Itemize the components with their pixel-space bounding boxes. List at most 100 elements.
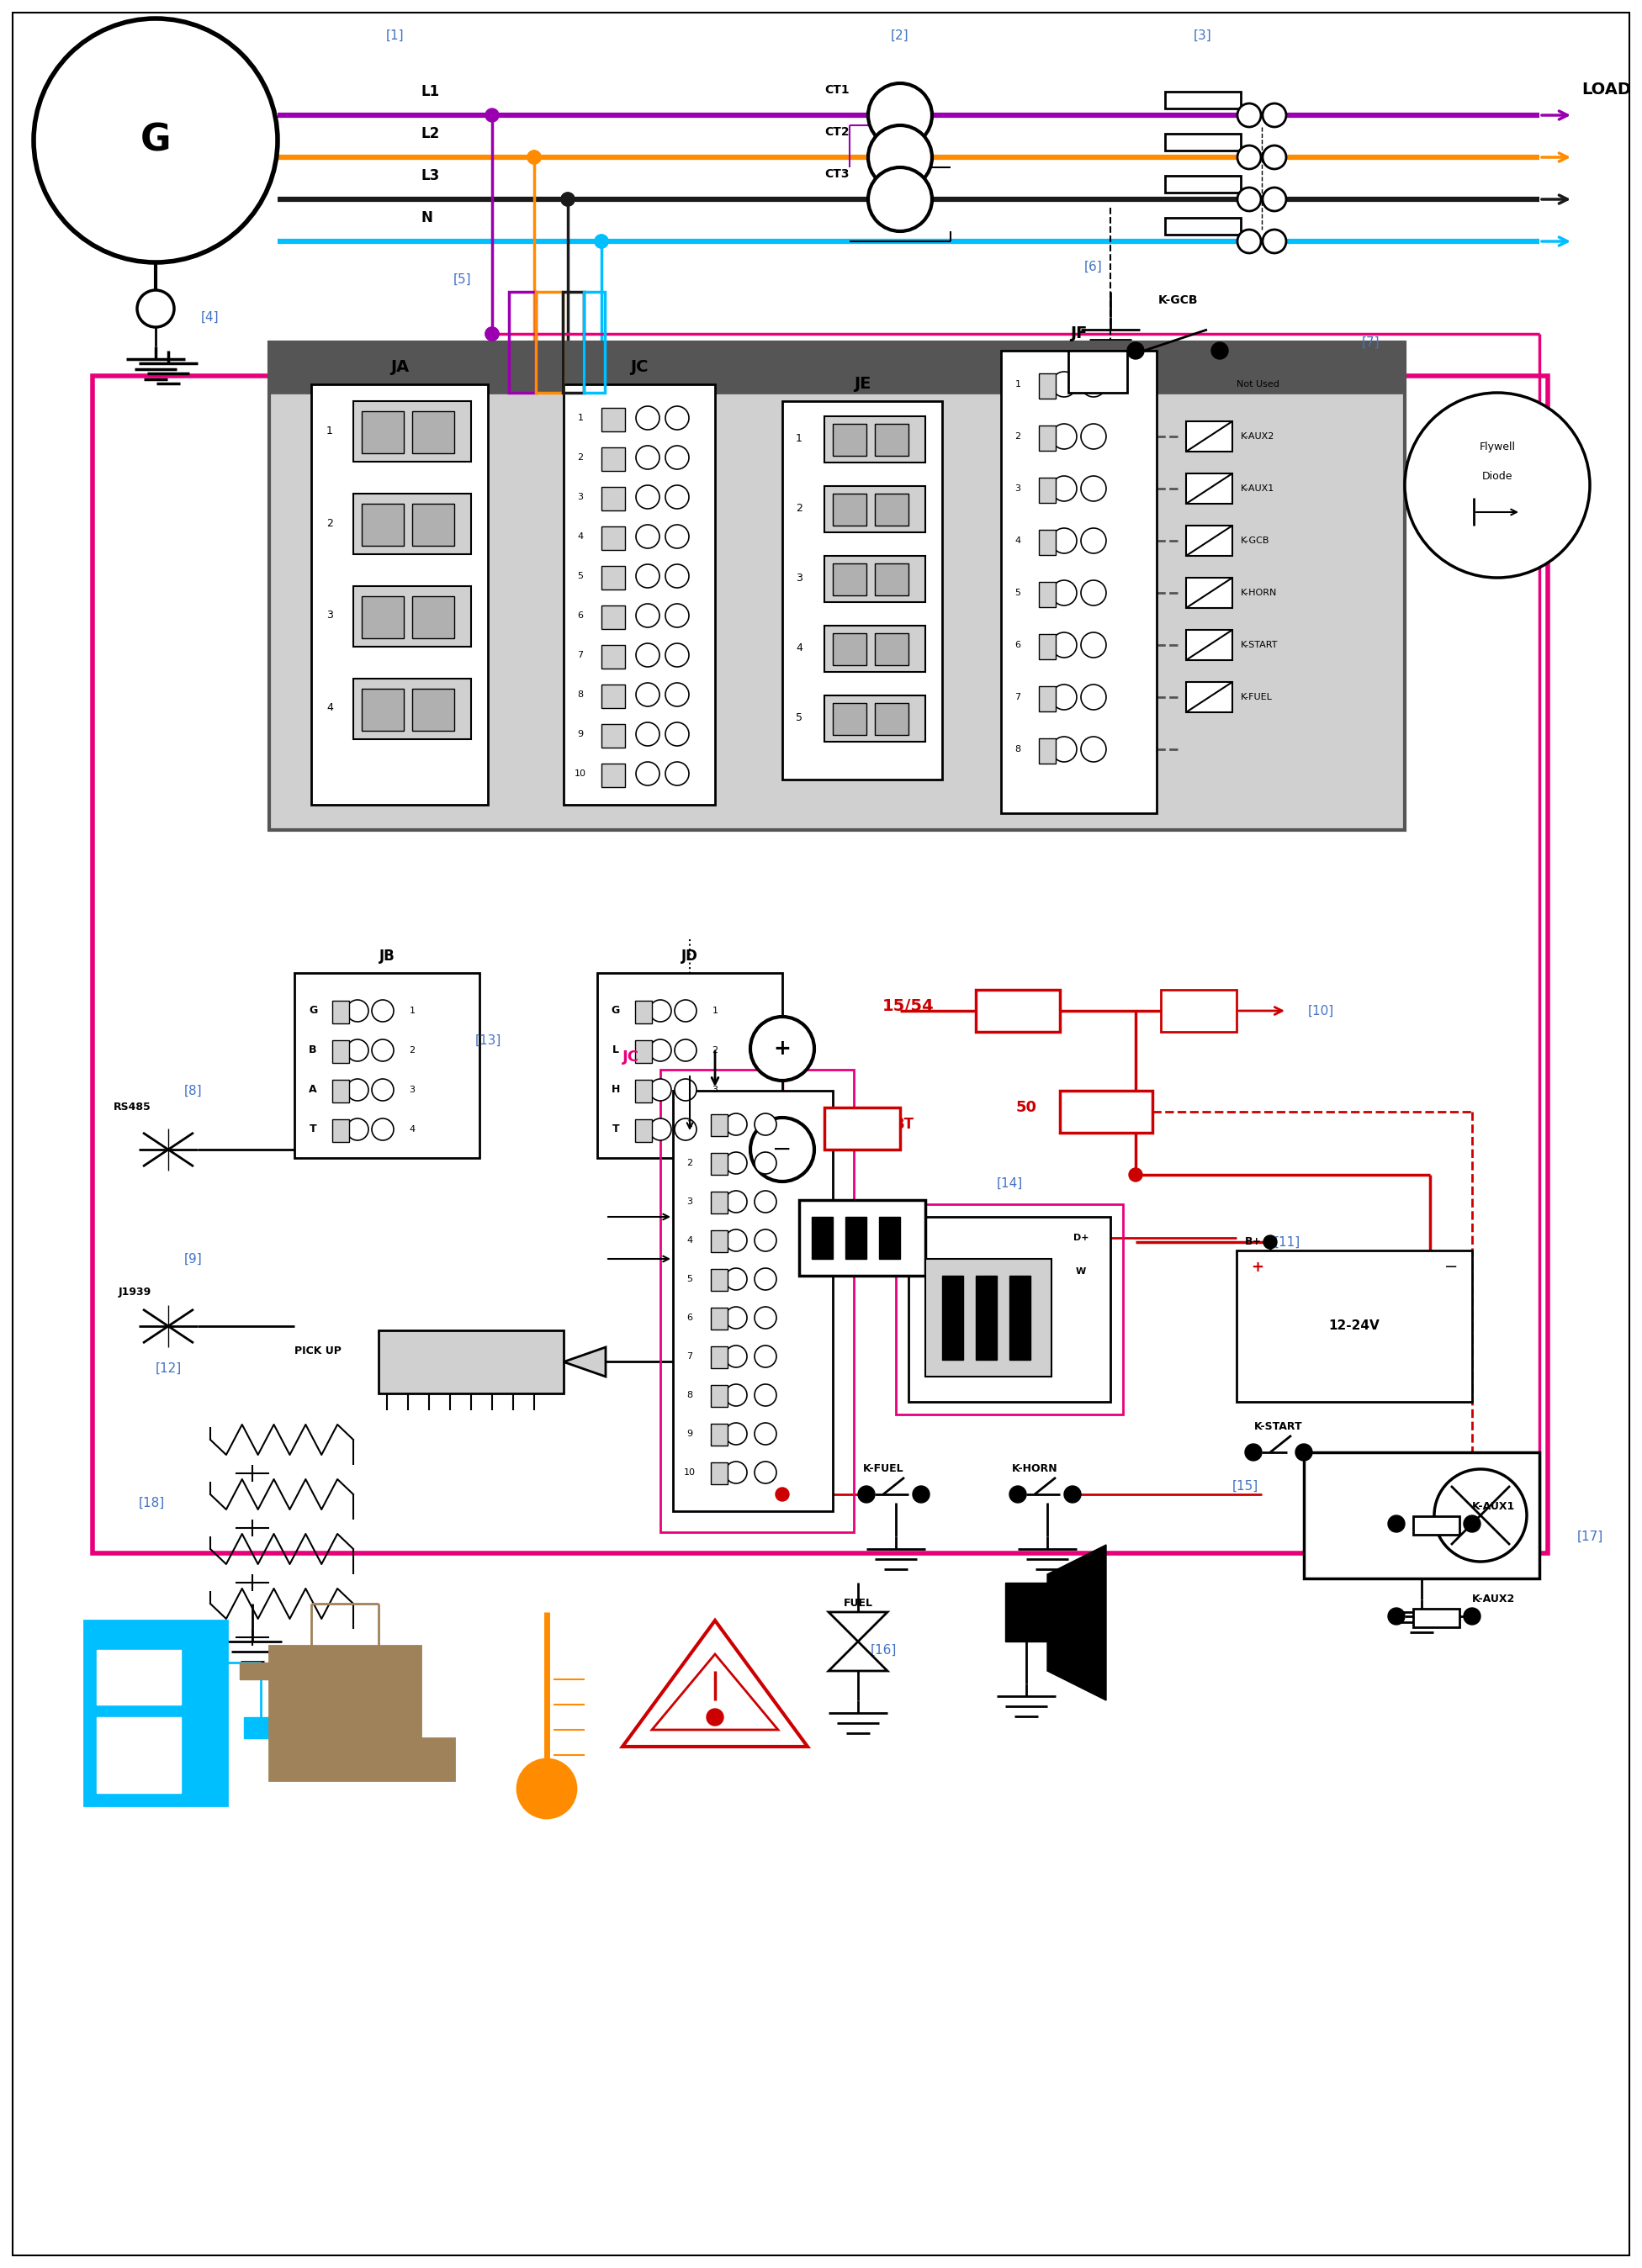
Text: [6]: [6] <box>1084 261 1103 272</box>
Circle shape <box>665 565 690 587</box>
Text: CT1: CT1 <box>824 84 849 95</box>
Circle shape <box>649 1000 672 1023</box>
Circle shape <box>1238 145 1261 170</box>
Text: CT2: CT2 <box>824 127 849 138</box>
Bar <box>824 556 926 601</box>
Bar <box>332 1041 350 1064</box>
Circle shape <box>649 1080 672 1100</box>
Circle shape <box>1080 372 1107 397</box>
Bar <box>361 503 404 547</box>
Text: D+: D+ <box>1074 1234 1089 1243</box>
Text: 10: 10 <box>575 769 586 778</box>
Text: [18]: [18] <box>138 1497 164 1508</box>
Text: LOAD: LOAD <box>1581 82 1631 98</box>
Bar <box>601 606 626 628</box>
Bar <box>711 1309 727 1329</box>
Text: Flywell: Flywell <box>1479 442 1516 454</box>
Bar <box>601 644 626 669</box>
Bar <box>412 689 455 730</box>
Text: [1]: [1] <box>386 29 404 41</box>
Bar <box>824 696 926 742</box>
Circle shape <box>33 18 277 263</box>
Bar <box>1069 352 1126 392</box>
Bar <box>1166 175 1241 193</box>
Bar <box>379 1331 563 1393</box>
Circle shape <box>1433 1470 1527 1563</box>
Text: 2: 2 <box>409 1046 415 1055</box>
Bar <box>1166 91 1241 109</box>
Text: [7]: [7] <box>1363 336 1381 349</box>
Polygon shape <box>269 1647 455 1780</box>
Bar <box>800 1200 926 1275</box>
Circle shape <box>1051 685 1077 710</box>
Bar <box>811 1218 832 1259</box>
Circle shape <box>665 447 690 469</box>
Circle shape <box>665 683 690 705</box>
Bar <box>1186 474 1233 503</box>
Bar <box>1186 422 1233 451</box>
Bar <box>711 1270 727 1290</box>
Bar <box>875 562 908 596</box>
Text: 3: 3 <box>713 1086 718 1093</box>
Text: 9: 9 <box>686 1429 693 1438</box>
Bar <box>832 494 867 526</box>
Circle shape <box>755 1268 777 1290</box>
Circle shape <box>726 1114 747 1136</box>
Circle shape <box>755 1383 777 1406</box>
Circle shape <box>1463 1515 1481 1533</box>
Text: CT3: CT3 <box>824 168 849 179</box>
Text: 3: 3 <box>796 574 803 585</box>
Text: 5: 5 <box>686 1275 693 1284</box>
Circle shape <box>1051 633 1077 658</box>
Circle shape <box>346 1039 368 1061</box>
Text: J1939: J1939 <box>118 1286 151 1297</box>
Text: JE: JE <box>854 376 870 392</box>
Circle shape <box>726 1268 747 1290</box>
Text: H: H <box>611 1084 621 1095</box>
Bar <box>361 596 404 637</box>
Bar <box>601 723 626 748</box>
Circle shape <box>706 1708 724 1726</box>
Circle shape <box>869 125 933 188</box>
Text: 3: 3 <box>686 1198 693 1207</box>
Bar <box>1186 683 1233 712</box>
Bar <box>92 376 1548 1554</box>
Bar <box>711 1347 727 1368</box>
Circle shape <box>1051 424 1077 449</box>
Circle shape <box>665 406 690 429</box>
Bar <box>1039 531 1056 556</box>
Bar <box>975 1275 997 1361</box>
Circle shape <box>726 1306 747 1329</box>
Bar <box>332 1000 350 1023</box>
Text: B: B <box>309 1046 317 1057</box>
Text: PICK UP: PICK UP <box>294 1345 342 1356</box>
Text: L1: L1 <box>420 84 438 100</box>
Bar <box>1304 1452 1540 1579</box>
Text: K-FUEL: K-FUEL <box>1241 694 1273 701</box>
Text: 8: 8 <box>1015 746 1021 753</box>
Text: A: A <box>309 1084 317 1095</box>
Text: [15]: [15] <box>1232 1479 1258 1492</box>
Bar <box>1166 134 1241 150</box>
Text: K-GCB: K-GCB <box>1241 538 1269 544</box>
Circle shape <box>635 644 660 667</box>
Bar <box>832 424 867 456</box>
Bar <box>926 1259 1051 1377</box>
Circle shape <box>635 406 660 429</box>
Circle shape <box>371 1000 394 1023</box>
Text: [10]: [10] <box>1307 1005 1333 1016</box>
Text: 2: 2 <box>713 1046 718 1055</box>
Polygon shape <box>829 1642 887 1672</box>
Bar <box>1039 583 1056 608</box>
Text: N: N <box>420 211 432 225</box>
Circle shape <box>755 1229 777 1252</box>
Circle shape <box>635 524 660 549</box>
Bar <box>353 401 471 463</box>
Bar <box>711 1463 727 1483</box>
Bar <box>1039 374 1056 399</box>
Circle shape <box>517 1760 576 1819</box>
Text: G: G <box>611 1005 621 1016</box>
Bar <box>711 1229 727 1252</box>
Circle shape <box>675 1080 696 1100</box>
Bar <box>601 488 626 510</box>
